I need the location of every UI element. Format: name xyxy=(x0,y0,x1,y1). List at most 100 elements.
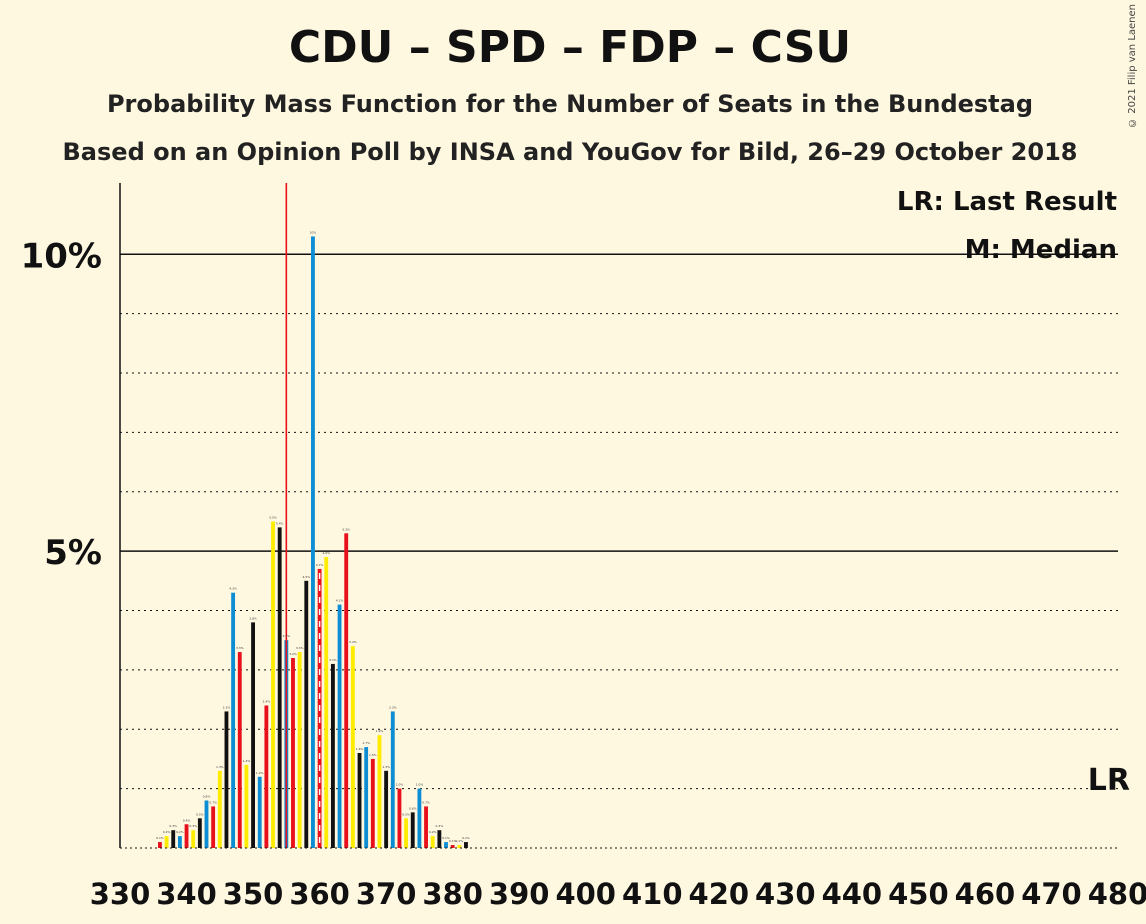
last-result-marker-label: LR xyxy=(1088,763,1130,798)
x-tick-label: 370 xyxy=(356,877,417,911)
bar xyxy=(224,711,229,848)
bar-series xyxy=(157,183,468,848)
bar xyxy=(324,557,329,848)
bar-label: 4.5% xyxy=(302,575,310,579)
bar xyxy=(344,533,349,848)
legend-median: M: Median xyxy=(965,235,1117,265)
bar xyxy=(157,842,162,848)
bar-label: 0.8% xyxy=(203,795,211,799)
bar xyxy=(364,747,369,848)
bar-label: 2.3% xyxy=(223,705,231,709)
x-tick-label: 450 xyxy=(888,877,949,911)
bar-label: 0.4% xyxy=(183,818,191,822)
bar xyxy=(464,842,468,848)
bar xyxy=(397,788,402,848)
bar-label: 0.5% xyxy=(402,812,410,816)
y-tick-label: 5% xyxy=(44,533,102,573)
bar xyxy=(424,806,428,848)
x-tick-label: 430 xyxy=(755,877,816,911)
bar xyxy=(410,812,415,848)
bar-label: 0.7% xyxy=(209,800,217,804)
bar xyxy=(277,527,282,848)
bar-label: 0.2% xyxy=(176,830,184,834)
x-tick-label: 350 xyxy=(223,877,284,911)
bar xyxy=(217,770,222,848)
chart-subtitle-source: Based on an Opinion Poll by INSA and You… xyxy=(62,138,1078,166)
bar xyxy=(197,818,202,848)
y-tick-label: 10% xyxy=(21,236,102,276)
bar-label: 0.2% xyxy=(163,830,171,834)
bar xyxy=(390,711,395,848)
bar-label: 3.4% xyxy=(349,640,357,644)
legend-last-result: LR: Last Result xyxy=(897,187,1117,217)
bar-label: 1.0% xyxy=(396,783,404,787)
bar-label: 3.2% xyxy=(289,652,297,656)
bar xyxy=(204,800,209,848)
bar xyxy=(291,658,295,848)
bar-label: 4.7% xyxy=(316,563,324,567)
bar-label: 4.1% xyxy=(336,599,344,603)
bar-label: 2.4% xyxy=(263,700,271,704)
bar-labels: 0.1%0.2%0.3%0.2%0.4%0.3%0.5%0.8%0.7%1.3%… xyxy=(156,230,470,843)
bar-label: 1.3% xyxy=(382,765,390,769)
bar xyxy=(191,830,196,848)
gridlines xyxy=(120,253,1118,790)
x-tick-label: 410 xyxy=(622,877,683,911)
bar-label: 1.4% xyxy=(243,759,251,763)
bar xyxy=(370,758,375,848)
bar-label: 3.3% xyxy=(236,646,244,650)
bar xyxy=(164,836,169,848)
bar-label: 1.5% xyxy=(369,753,377,757)
bar-label: 0.3% xyxy=(169,824,177,828)
bar xyxy=(244,764,249,848)
x-tick-label: 440 xyxy=(822,877,883,911)
bar xyxy=(450,845,455,848)
axes: 5% 10% 330 340 350 360 370 380 390 400 410 420 430 44… xyxy=(21,183,1146,911)
chart-subtitle: Probability Mass Function for the Number… xyxy=(106,90,1034,118)
legend: LR: Last Result M: Median LR xyxy=(897,187,1130,798)
x-tick-label: 470 xyxy=(1021,877,1082,911)
bar xyxy=(337,604,342,848)
bar-label: 0.3% xyxy=(189,824,197,828)
x-tick-label: 380 xyxy=(422,877,483,911)
bar-label: 10% xyxy=(310,230,317,234)
bar xyxy=(377,735,382,848)
bar-label: 1.7% xyxy=(362,741,370,745)
bar-label: 3.1% xyxy=(329,658,337,662)
bar-label: 0.1% xyxy=(462,836,470,840)
x-tick-label: 330 xyxy=(90,877,151,911)
bar-label: 0.1% xyxy=(156,836,164,840)
bar xyxy=(350,646,355,848)
bar-label: 5.4% xyxy=(276,521,284,525)
bar-label: 4.3% xyxy=(229,587,237,591)
x-tick-label: 420 xyxy=(689,877,750,911)
bar-label: 3.8% xyxy=(249,616,257,620)
bar xyxy=(171,830,176,848)
bar-label: 0.7% xyxy=(422,800,430,804)
chart-title: CDU – SPD – FDP – CSU xyxy=(288,22,852,73)
bar-label: 0.1% xyxy=(449,839,457,843)
bar-label: 1.3% xyxy=(216,765,224,769)
x-tick-label: 390 xyxy=(489,877,550,911)
bar-label: 1.0% xyxy=(416,783,424,787)
bar xyxy=(251,622,255,848)
bar xyxy=(417,788,422,848)
bar xyxy=(271,521,275,848)
bar-label: 3.3% xyxy=(296,646,304,650)
bar xyxy=(231,592,236,848)
bar-label: 3.5% xyxy=(283,634,291,638)
bar-label: 2.3% xyxy=(389,705,397,709)
bar xyxy=(330,663,335,848)
bar xyxy=(444,842,448,848)
bar-label: 0.6% xyxy=(409,806,417,810)
bar xyxy=(257,776,262,848)
bar xyxy=(264,705,269,848)
bar xyxy=(437,830,442,848)
bar xyxy=(404,818,409,848)
bar xyxy=(430,836,435,848)
x-tick-label: 360 xyxy=(289,877,350,911)
bar-label: 5.3% xyxy=(342,527,350,531)
bar xyxy=(184,824,189,848)
x-tick-label: 480 xyxy=(1088,877,1146,911)
